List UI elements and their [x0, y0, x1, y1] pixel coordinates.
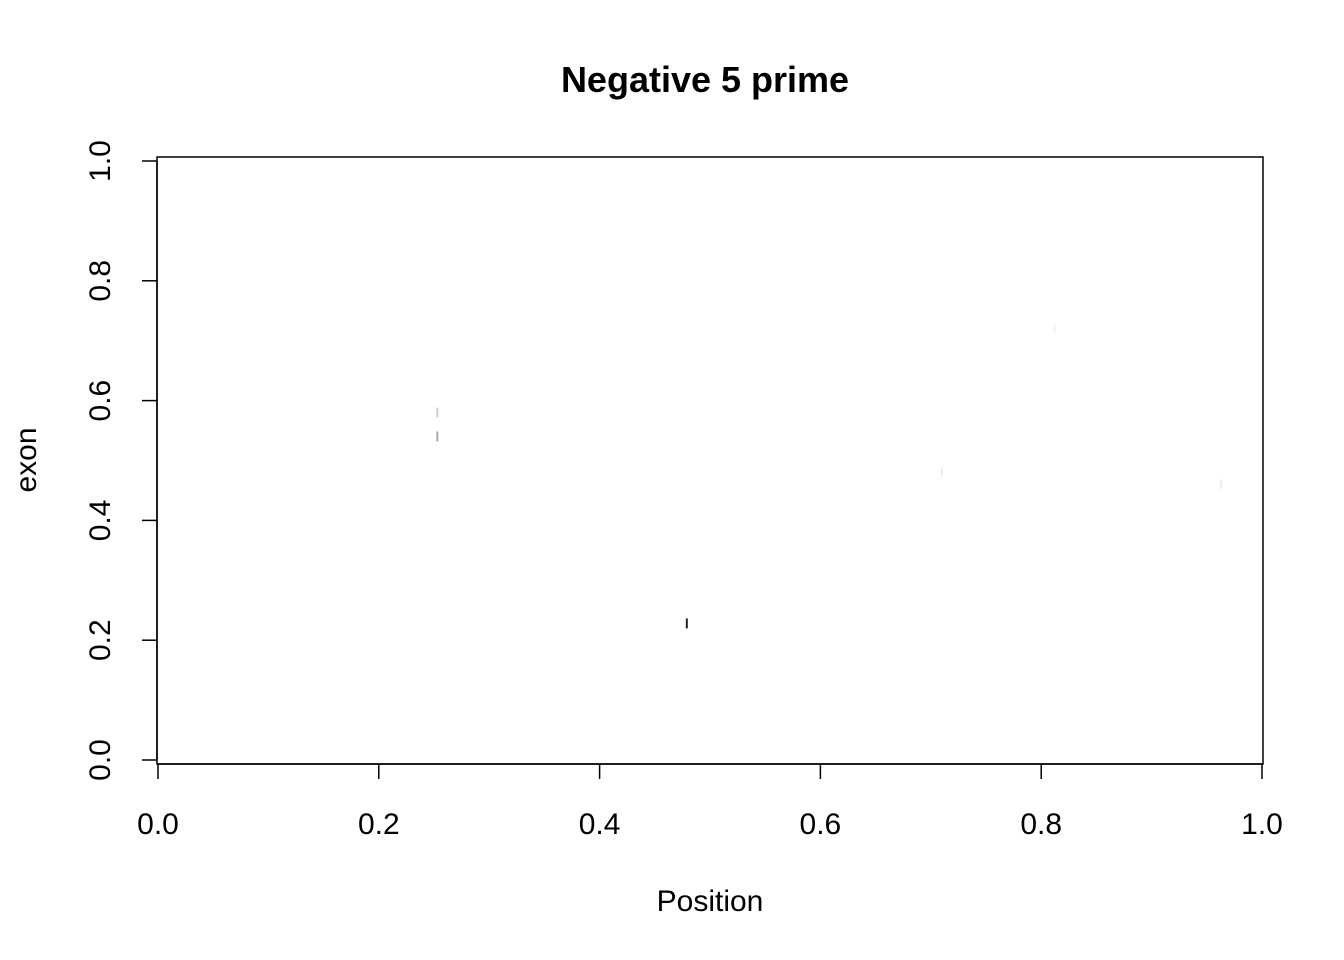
y-tick-label: 0.8 [84, 260, 117, 302]
x-tick-label: 0.6 [800, 808, 842, 841]
cell [436, 431, 439, 442]
y-tick-label: 0.6 [84, 380, 117, 422]
cell [1053, 323, 1056, 334]
cell [1220, 479, 1223, 490]
y-tick-label: 0.4 [84, 500, 117, 542]
x-axis-label: Position [657, 885, 764, 918]
x-tick-label: 0.8 [1020, 808, 1062, 841]
chart-title: Negative 5 prime [561, 59, 849, 100]
x-tick-label: 1.0 [1241, 808, 1283, 841]
cell [436, 407, 439, 418]
plot-box [156, 156, 1264, 765]
cell [940, 467, 943, 478]
x-tick-label: 0.2 [358, 808, 400, 841]
cell [685, 618, 688, 629]
y-tick-label: 1.0 [84, 140, 117, 182]
y-axis-label: exon [10, 427, 43, 492]
x-tick-label: 0.4 [579, 808, 621, 841]
y-tick-label: 0.2 [84, 619, 117, 661]
x-tick-label: 0.0 [137, 808, 179, 841]
y-tick-label: 0.0 [84, 739, 117, 781]
